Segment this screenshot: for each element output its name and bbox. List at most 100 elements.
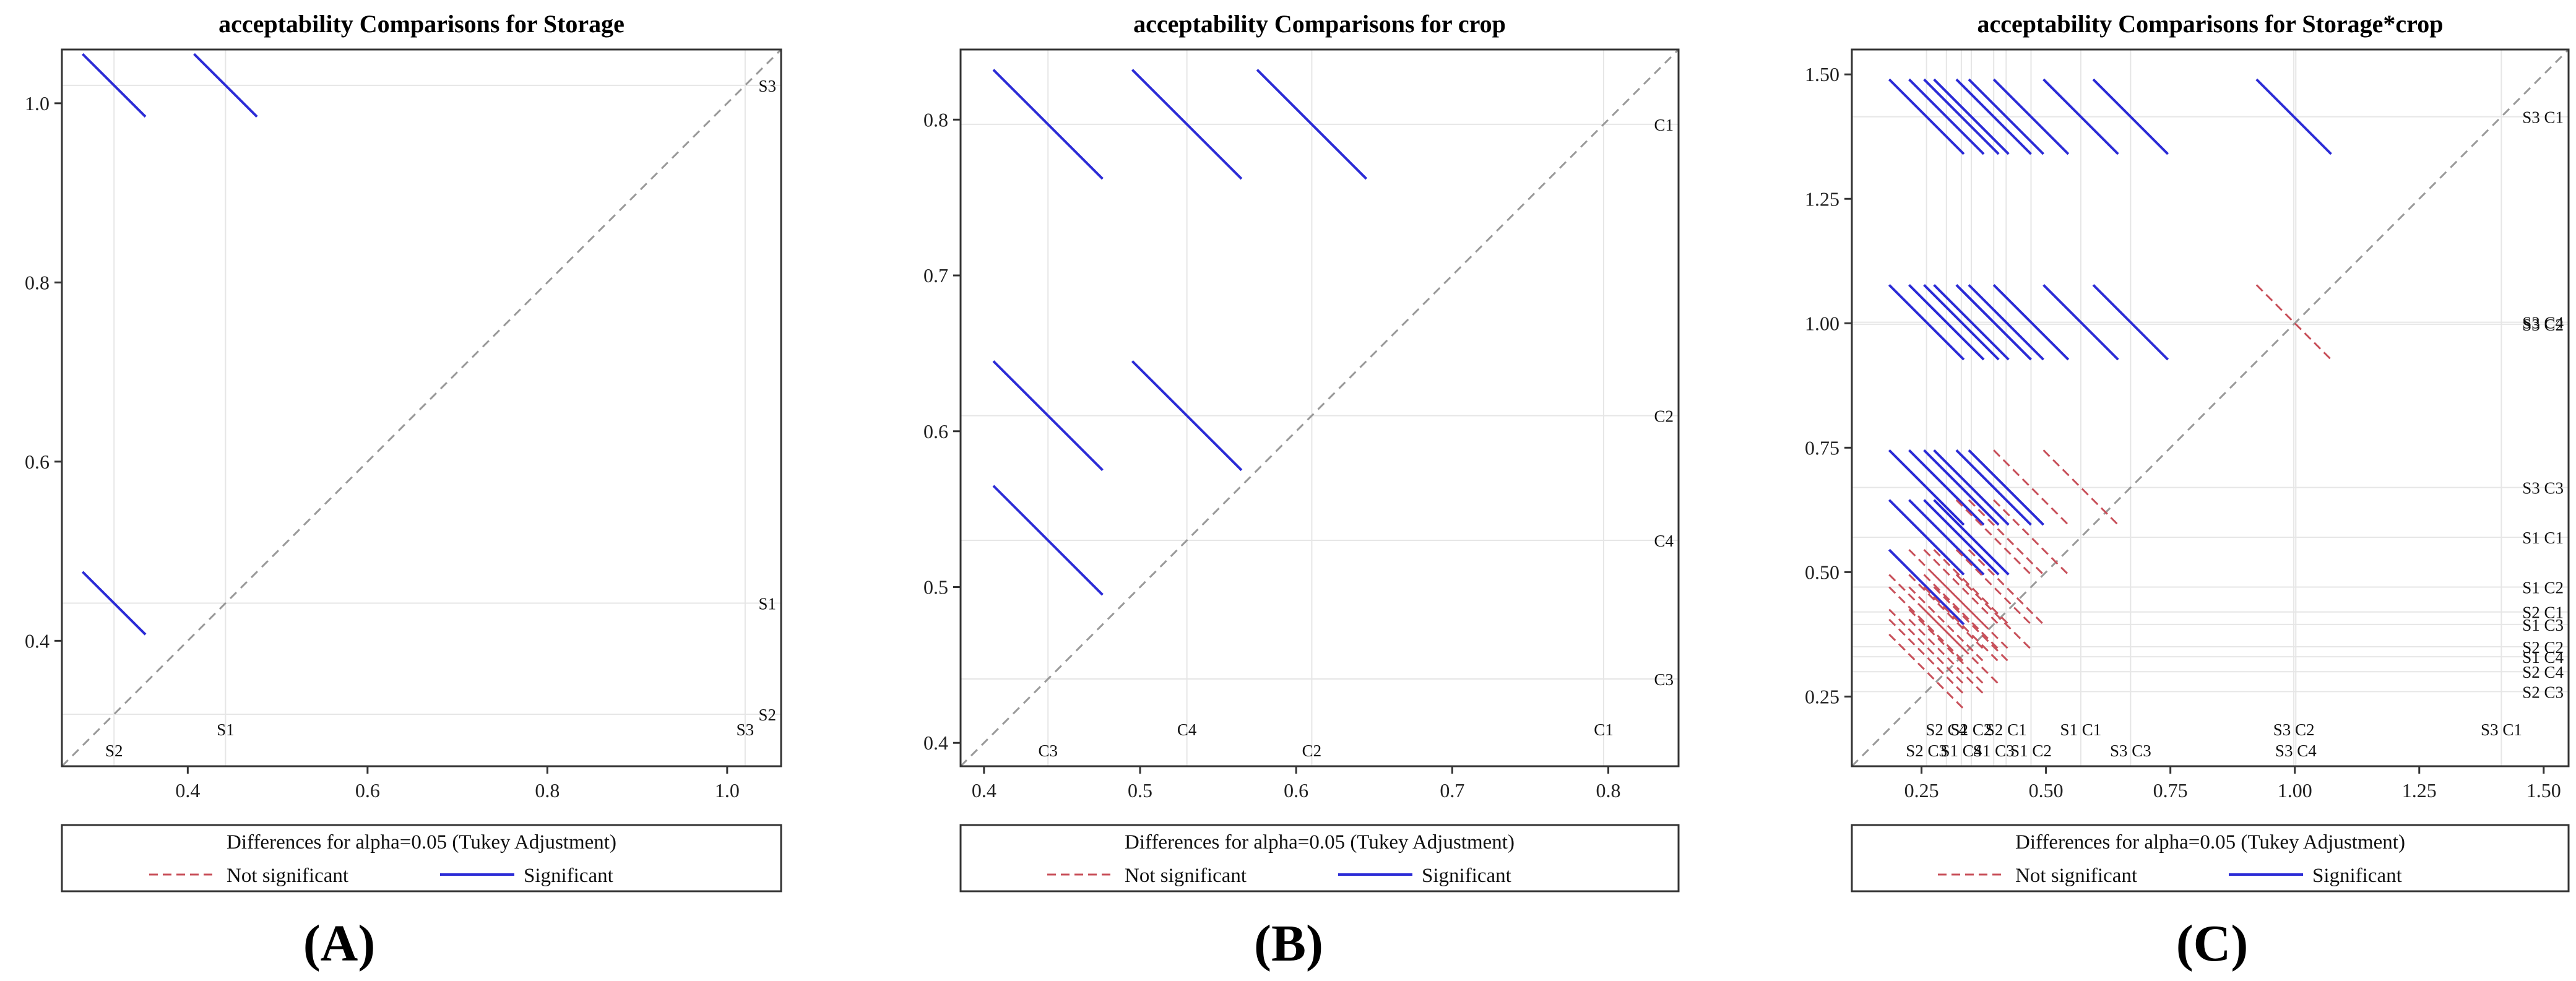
level-label-x: S2 C1 [1986,720,2027,739]
y-tick-label: 0.50 [1805,561,1839,583]
level-label-x: C2 [1302,741,1322,760]
legend: Differences for alpha=0.05 (Tukey Adjust… [61,824,782,892]
significant-segment [1131,360,1243,472]
legend-label-not-significant: Not significant [1125,865,1247,887]
diagonal-line [959,48,1680,767]
level-label-x: C4 [1177,720,1197,739]
panel-b: acceptability Comparisons for crop C1 C1 C2… [923,10,1680,972]
not-significant-segment [1955,574,2032,650]
legend-frame [959,824,1680,892]
not-significant-segment [1968,499,2044,576]
y-tick-label: 0.75 [1805,436,1839,459]
level-label-x: S3 [737,720,754,739]
level-label-x: S1 C2 [2010,741,2052,760]
significant-segment [1256,69,1368,180]
x-tick-label: 1.00 [2278,779,2312,802]
level-label-x: S3 C2 [2273,720,2315,739]
y-tick-label: 1.0 [25,92,50,115]
significant-segment [1888,78,1965,155]
x-tick-label: 0.6 [355,779,380,802]
x-tick-label: 0.8 [1596,779,1621,802]
significant-segment [1923,449,2000,526]
significant-segment [992,485,1104,596]
level-label-y: C3 [1654,670,1674,689]
y-tick-label: 0.25 [1805,685,1839,707]
level-label-y: C2 [1654,407,1674,426]
level-label-x: S2 [105,741,123,760]
significant-segment [2092,78,2169,155]
y-tick-label: 0.4 [25,629,50,652]
significant-segment [1908,449,1985,526]
not-significant-segment [2042,449,2119,526]
not-significant-segment [1923,608,2000,685]
legend-label-not-significant: Not significant [227,865,348,887]
plot-frame [959,48,1680,767]
diagonal-line [61,48,782,767]
plot-frame [61,48,782,767]
significant-segment [1955,283,2032,361]
not-significant-segment [1955,499,2032,576]
level-label-x: S1 [217,720,235,739]
significant-segment [1968,449,2045,526]
significant-segment [1908,283,1985,361]
level-label-y: C1 [1654,116,1674,134]
not-significant-segment [1933,549,2010,625]
legend-frame [1851,824,2570,892]
level-label-y: C4 [1654,532,1674,550]
not-significant-segment [1888,574,1964,650]
level-label-x: C1 [1594,720,1614,739]
significant-segment [1992,283,2070,361]
significant-segment [1888,449,1965,526]
not-significant-segment [1888,586,1964,663]
significant-segment [992,360,1104,472]
level-label-y: S2 C3 [2522,683,2564,701]
y-tick-label: 1.25 [1805,188,1839,210]
level-label-y: S3 C1 [2522,108,2564,127]
significant-segment [1992,78,2070,155]
significant-segment [1933,283,2010,361]
level-label-x: S3 C3 [2110,741,2151,760]
not-significant-segment [1993,449,2069,526]
level-label-x: S1 C4 [1941,741,1982,760]
level-label-x: S2 C2 [1951,720,1992,739]
level-label-y: S3 [758,77,776,95]
not-significant-segment [1908,586,1985,663]
significant-segment [1955,78,2032,155]
level-label-y: S1 C4 [2522,648,2564,667]
legend: Differences for alpha=0.05 (Tukey Adjust… [959,824,1680,892]
significant-segment [1923,78,2000,155]
x-tick-label: 0.4 [972,779,996,802]
x-tick-label: 1.0 [715,779,740,802]
panel-label: (B) [1254,915,1323,972]
level-label-y: S1 [758,595,776,613]
plot-frame [1851,48,2570,767]
not-significant-segment [2255,284,2332,361]
significant-segment [81,571,147,636]
legend: Differences for alpha=0.05 (Tukey Adjust… [1851,824,2570,892]
legend-label-significant: Significant [2312,865,2402,887]
y-tick-label: 0.5 [923,576,948,599]
x-tick-label: 1.25 [2402,779,2437,802]
level-label-y: S2 C4 [2522,663,2564,681]
level-label-x: S1 C1 [2060,720,2102,739]
significant-segment [2092,283,2169,361]
x-tick-label: 1.50 [2526,779,2561,802]
level-label-y: S3 C3 [2522,479,2564,498]
diagonal-line [1851,48,2570,767]
significant-segment [81,53,147,118]
level-label-y: S2 C2 [2522,638,2564,657]
x-tick-label: 0.50 [2029,779,2064,802]
not-significant-segment [1933,574,2010,650]
not-significant-segment [1955,549,2032,625]
panel-label: (C) [2176,915,2249,972]
y-tick-label: 0.6 [923,420,948,443]
significant-segment [1955,449,2032,526]
level-label-x: S2 C4 [1926,720,1967,739]
level-label-x: S1 C3 [1973,741,2015,760]
significant-segment [1933,499,2010,576]
panel-a: acceptability Comparisons for Storage S1 S… [25,10,782,972]
significant-segment [1888,499,1965,576]
significant-segment [1933,449,2010,526]
significant-segment [1968,283,2045,361]
